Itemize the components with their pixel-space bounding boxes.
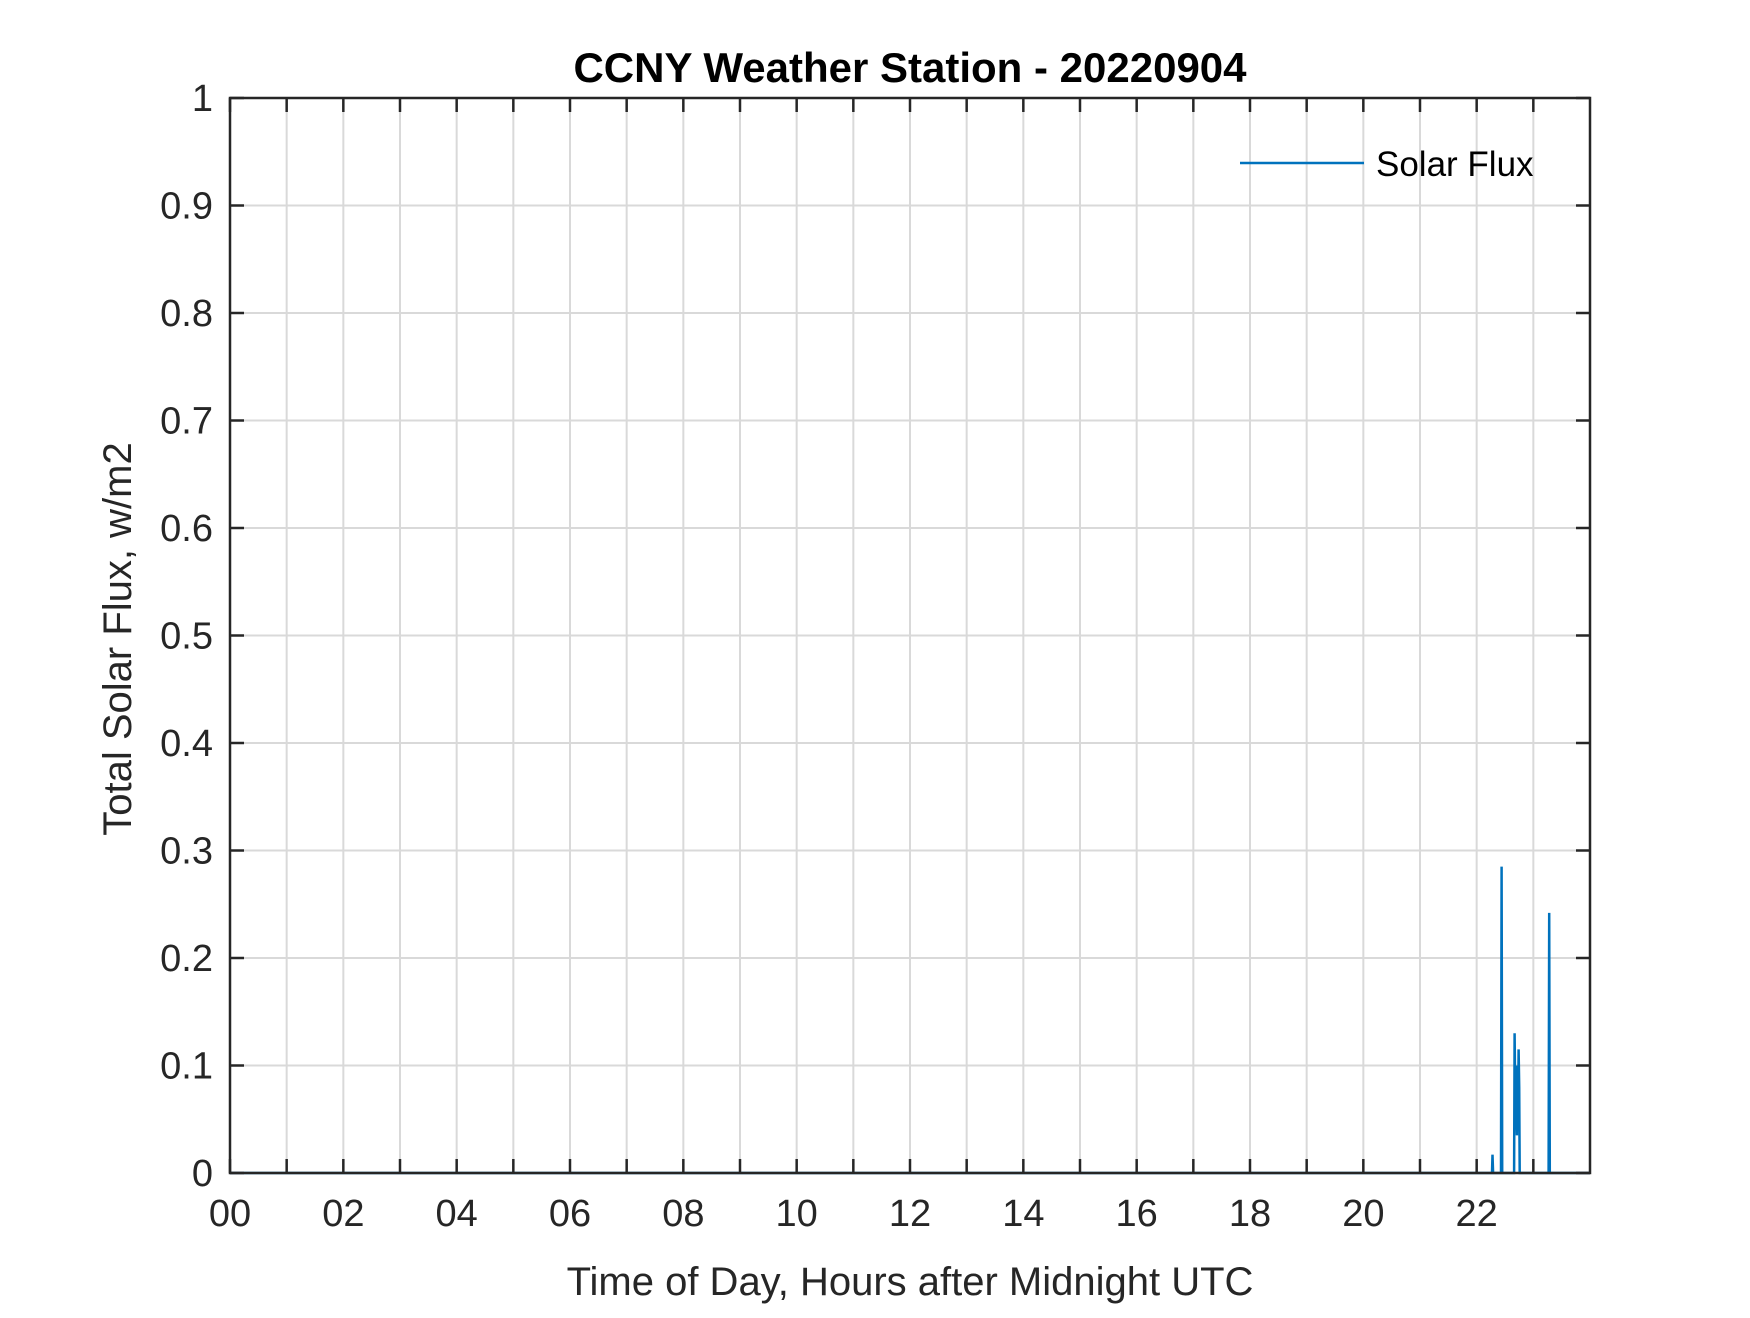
chart-title: CCNY Weather Station - 20220904: [573, 44, 1247, 91]
x-tick-label: 02: [322, 1193, 364, 1235]
x-tick-label: 14: [1002, 1193, 1044, 1235]
x-tick-label: 06: [549, 1193, 591, 1235]
y-tick-label: 0.4: [160, 723, 213, 765]
x-tick-label: 16: [1116, 1193, 1158, 1235]
x-tick-label: 00: [209, 1193, 251, 1235]
x-tick-label: 22: [1456, 1193, 1498, 1235]
x-axis-label: Time of Day, Hours after Midnight UTC: [567, 1260, 1254, 1304]
y-tick-label: 1: [192, 78, 213, 120]
y-tick-label: 0.8: [160, 293, 213, 335]
x-tick-label: 20: [1342, 1193, 1384, 1235]
y-tick-label: 0.1: [160, 1046, 213, 1088]
y-tick-label: 0: [192, 1153, 213, 1195]
x-tick-label: 18: [1229, 1193, 1271, 1235]
grid: [229, 97, 1590, 1174]
x-tick-label: 10: [776, 1193, 818, 1235]
legend-label-solar-flux: Solar Flux: [1376, 145, 1534, 184]
y-tick-label: 0.7: [160, 401, 213, 443]
legend: Solar Flux: [1240, 145, 1534, 184]
y-tick-labels: 0 0.1 0.2 0.3 0.4 0.5 0.6 0.7 0.8 0.9 1: [160, 78, 213, 1195]
x-tick-label: 08: [662, 1193, 704, 1235]
x-tick-labels: 00 02 04 06 08 10 12 14 16 18 20 22: [209, 1193, 1498, 1235]
x-tick-label: 12: [889, 1193, 931, 1235]
x-tick-label: 04: [436, 1193, 478, 1235]
axis-ticks: [228, 96, 1590, 1175]
y-tick-label: 0.9: [160, 186, 213, 228]
y-tick-label: 0.2: [160, 938, 213, 980]
y-tick-label: 0.3: [160, 831, 213, 873]
y-tick-label: 0.5: [160, 616, 213, 658]
y-tick-label: 0.6: [160, 508, 213, 550]
y-axis-label: Total Solar Flux, w/m2: [96, 442, 140, 835]
